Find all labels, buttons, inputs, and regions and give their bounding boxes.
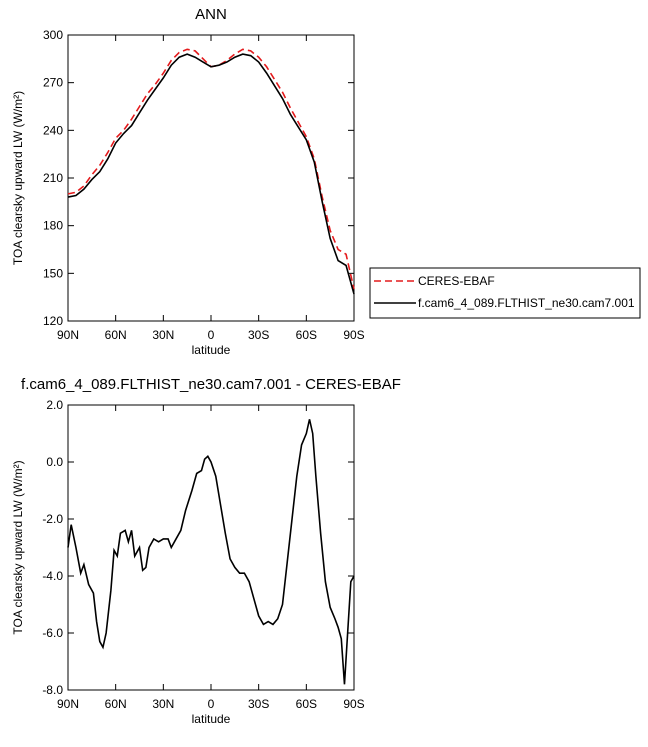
chart-title: f.cam6_4_089.FLTHIST_ne30.cam7.001 - CER… <box>21 376 401 393</box>
y-tick-label: 270 <box>43 76 63 90</box>
y-tick-label: 240 <box>43 123 63 137</box>
y-tick-label: -6.0 <box>42 626 63 640</box>
x-axis-title: latitude <box>192 712 231 726</box>
y-tick-label: -4.0 <box>42 569 63 583</box>
y-tick-label: 210 <box>43 171 63 185</box>
x-tick-label: 60N <box>105 697 127 711</box>
legend-box <box>369 267 641 319</box>
x-tick-label: 0 <box>208 697 215 711</box>
x-tick-label: 60S <box>296 328 317 342</box>
x-tick-label: 0 <box>208 328 215 342</box>
y-tick-label: 180 <box>43 219 63 233</box>
legend-label: CERES-EBAF <box>418 274 495 288</box>
y-tick-label: 300 <box>43 28 63 42</box>
x-tick-label: 30S <box>248 697 269 711</box>
y-tick-label: 0.0 <box>46 455 63 469</box>
y-tick-label: -2.0 <box>42 512 63 526</box>
y-axis-title: TOA clearsky upward LW (W/m²) <box>11 91 25 265</box>
x-tick-label: 60N <box>105 328 127 342</box>
y-tick-label: 150 <box>43 266 63 280</box>
x-tick-label: 90N <box>57 328 79 342</box>
chart-title: ANN <box>195 6 227 23</box>
data-line <box>67 48 355 290</box>
x-tick-label: 30N <box>152 697 174 711</box>
x-tick-label: 90S <box>343 328 364 342</box>
data-line <box>67 53 355 295</box>
y-axis-title: TOA clearsky upward LW (W/m²) <box>11 460 25 634</box>
data-line <box>67 419 355 685</box>
legend-label: f.cam6_4_089.FLTHIST_ne30.cam7.001 <box>418 296 635 310</box>
plot-frame <box>67 34 355 322</box>
x-axis-title: latitude <box>192 343 231 357</box>
y-tick-label: -8.0 <box>42 683 63 697</box>
x-tick-label: 30N <box>152 328 174 342</box>
x-tick-label: 60S <box>296 697 317 711</box>
x-tick-label: 90S <box>343 697 364 711</box>
x-tick-label: 30S <box>248 328 269 342</box>
y-tick-label: 2.0 <box>46 398 63 412</box>
x-tick-label: 90N <box>57 697 79 711</box>
y-tick-label: 120 <box>43 314 63 328</box>
plot-frame <box>67 404 355 691</box>
